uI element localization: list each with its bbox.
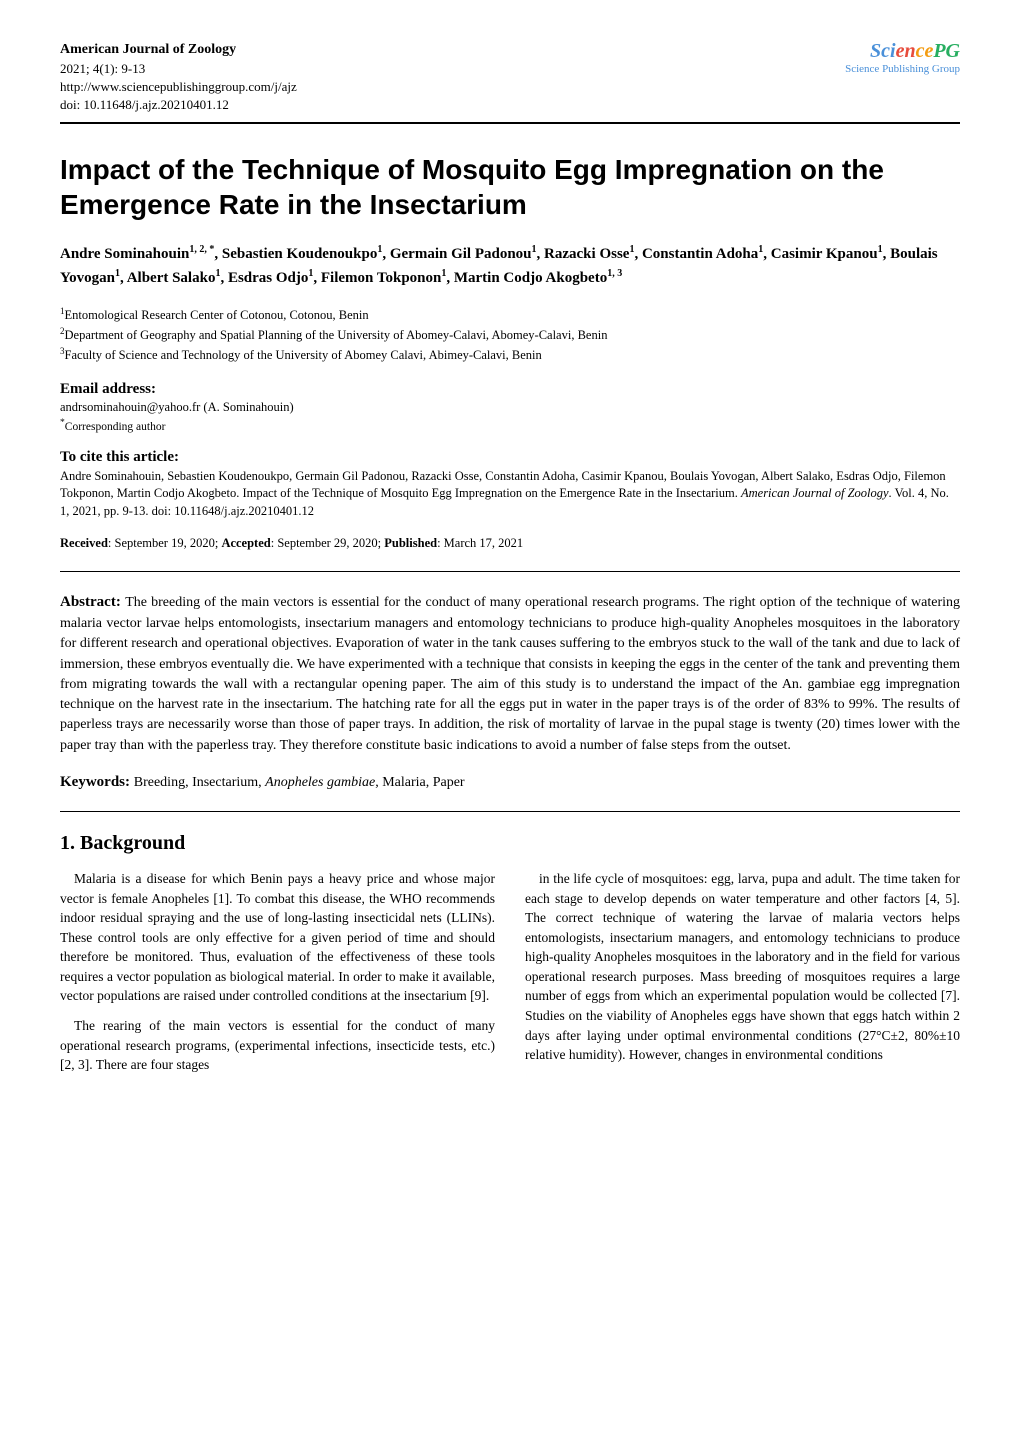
keywords-italic: Anopheles gambiae [265,775,375,790]
logo-text: SciencePG [845,40,960,63]
keywords-plain: Breeding, Insectarium, [134,775,265,790]
cite-journal: American Journal of Zoology [741,486,889,500]
accepted-date: : September 29, 2020; [271,536,385,550]
paragraph: Malaria is a disease for which Benin pay… [60,869,495,1006]
journal-info: American Journal of Zoology 2021; 4(1): … [60,40,297,114]
abstract-label: Abstract: [60,594,125,610]
column-left: Malaria is a disease for which Benin pay… [60,869,495,1085]
authors: Andre Sominahouin1, 2, *, Sebastien Koud… [60,242,960,289]
published-label: Published [384,536,437,550]
divider-1 [60,571,960,572]
published-date: : March 17, 2021 [437,536,523,550]
header-divider [60,122,960,124]
cite-label: To cite this article: [60,449,960,466]
column-right: in the life cycle of mosquitoes: egg, la… [525,869,960,1085]
article-title: Impact of the Technique of Mosquito Egg … [60,152,960,222]
received-date: : September 19, 2020; [108,536,222,550]
section-heading: 1. Background [60,832,960,855]
journal-issue: 2021; 4(1): 9-13 [60,60,297,78]
body-columns: Malaria is a disease for which Benin pay… [60,869,960,1085]
keywords-label: Keywords: [60,774,134,790]
keywords-suffix: , Malaria, Paper [375,775,464,790]
citation: Andre Sominahouin, Sebastien Koudenoukpo… [60,468,960,521]
abstract: Abstract: The breeding of the main vecto… [60,592,960,756]
paragraph: The rearing of the main vectors is essen… [60,1016,495,1075]
email-label: Email address: [60,381,960,398]
divider-2 [60,811,960,812]
header-row: American Journal of Zoology 2021; 4(1): … [60,40,960,114]
journal-doi: doi: 10.11648/j.ajz.20210401.12 [60,96,297,114]
accepted-label: Accepted [221,536,270,550]
article-dates: Received: September 19, 2020; Accepted: … [60,536,960,551]
logo-subtitle: Science Publishing Group [845,63,960,75]
keywords: Keywords: Breeding, Insectarium, Anophel… [60,774,960,791]
affiliations: 1Entomological Research Center of Cotono… [60,305,960,365]
corresponding-note: *Corresponding author [60,417,960,433]
publisher-logo: SciencePG Science Publishing Group [845,40,960,75]
received-label: Received [60,536,108,550]
abstract-text: The breeding of the main vectors is esse… [60,595,960,753]
journal-title: American Journal of Zoology [60,40,297,60]
paragraph: in the life cycle of mosquitoes: egg, la… [525,869,960,1065]
journal-url: http://www.sciencepublishinggroup.com/j/… [60,78,297,96]
corresponding-text: Corresponding author [65,421,166,433]
email-address: andrsominahouin@yahoo.fr (A. Sominahouin… [60,400,960,415]
